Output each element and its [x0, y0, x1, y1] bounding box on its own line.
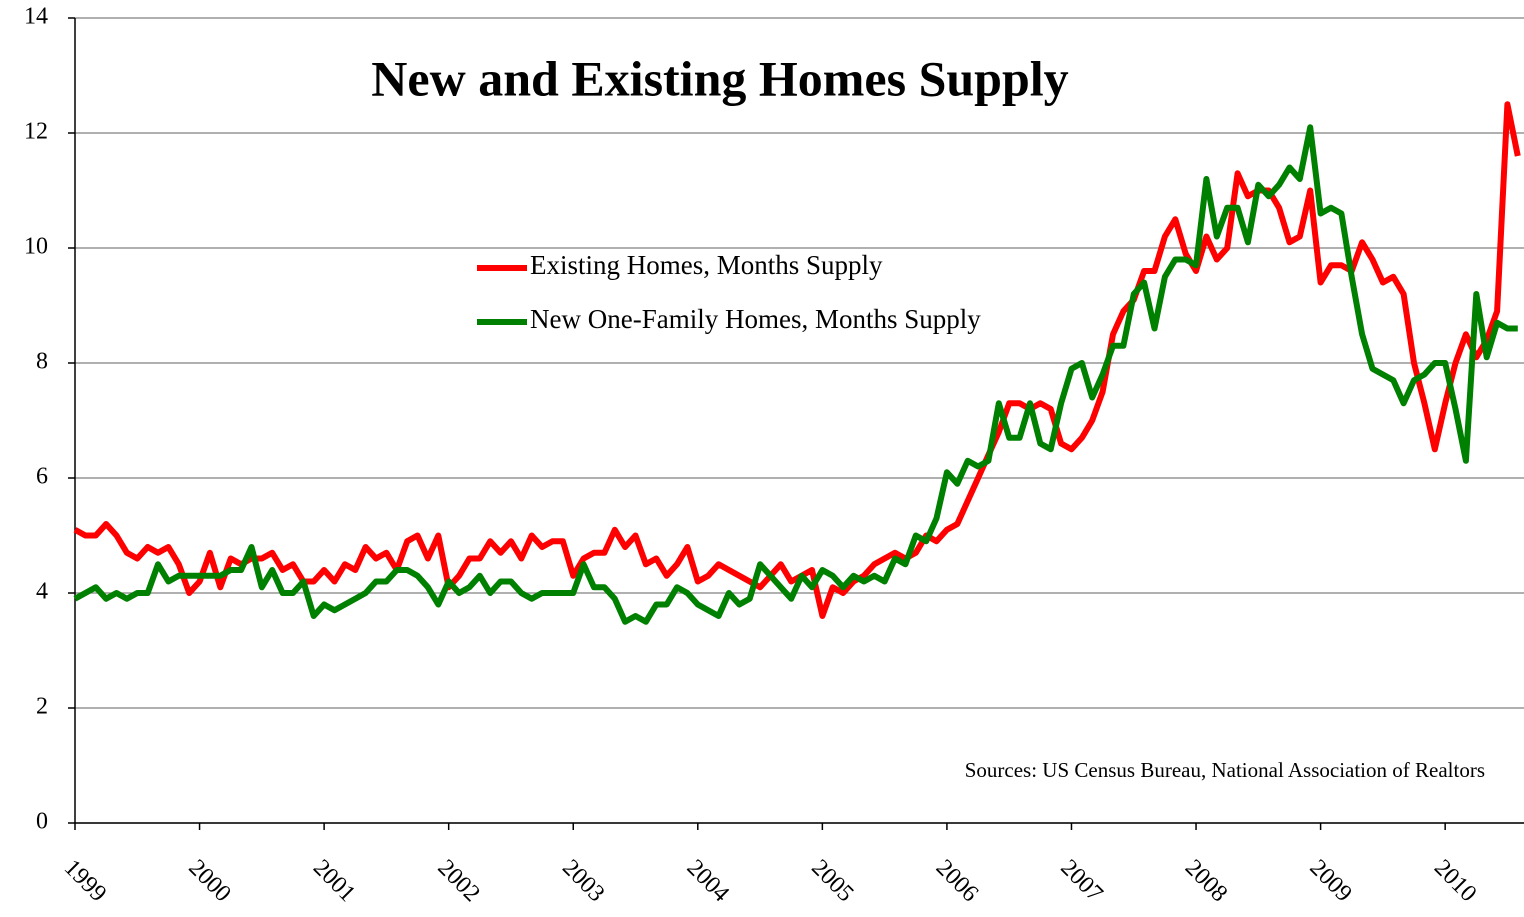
source-note: Sources: US Census Bureau, National Asso… [965, 758, 1485, 782]
series-line [73, 124, 1518, 625]
y-tick-label: 4 [36, 579, 48, 605]
x-tick-label: 1999 [59, 855, 111, 907]
y-tick-label: 0 [36, 809, 48, 835]
x-tick-label: 2010 [1429, 855, 1481, 907]
chart-title: New and Existing Homes Supply [371, 50, 1068, 106]
y-tick-label: 14 [24, 4, 48, 30]
legend-label: Existing Homes, Months Supply [530, 250, 883, 280]
x-tick-label: 2007 [1055, 855, 1107, 907]
x-tick-label: 2005 [806, 855, 858, 907]
y-tick-label: 12 [24, 119, 48, 145]
y-tick-label: 2 [36, 694, 48, 720]
x-tick-label: 2001 [308, 855, 360, 907]
x-tick-label: 2000 [183, 855, 235, 907]
x-tick-label: 2004 [682, 855, 734, 907]
y-tick-label: 10 [24, 234, 48, 260]
x-tick-label: 2008 [1180, 855, 1232, 907]
series-line [73, 101, 1521, 619]
y-tick-label: 6 [36, 464, 48, 490]
y-tick-label: 8 [36, 349, 48, 375]
x-tick-label: 2003 [557, 855, 609, 907]
x-tick-label: 2006 [931, 855, 983, 907]
x-tick-label: 2009 [1304, 855, 1356, 907]
x-tick-label: 2002 [433, 855, 485, 907]
legend-label: New One-Family Homes, Months Supply [530, 304, 981, 334]
